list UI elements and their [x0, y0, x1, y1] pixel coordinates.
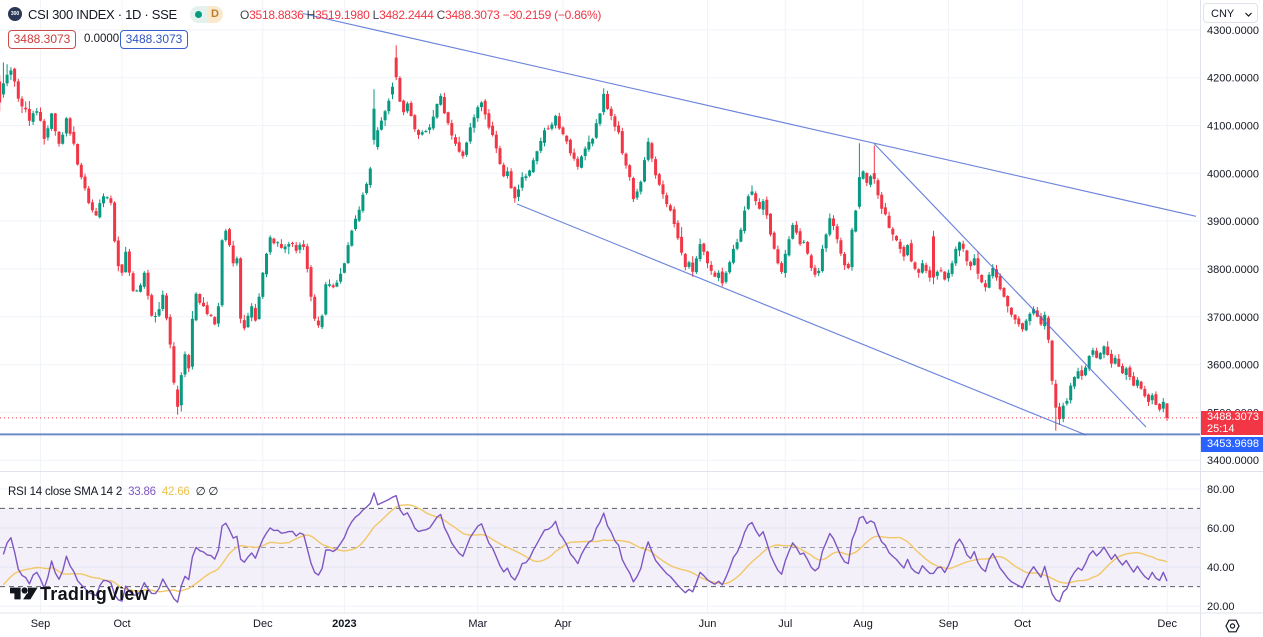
svg-text:Jun: Jun [699, 618, 717, 630]
svg-text:80.00: 80.00 [1207, 484, 1235, 496]
svg-text:Apr: Apr [554, 618, 571, 630]
svg-text:40.00: 40.00 [1207, 562, 1235, 574]
svg-text:Dec: Dec [253, 618, 273, 630]
svg-text:TradingView: TradingView [40, 587, 150, 604]
svg-text:4200.0000: 4200.0000 [1207, 73, 1259, 85]
svg-text:4300.0000: 4300.0000 [1207, 25, 1259, 37]
svg-text:4100.0000: 4100.0000 [1207, 121, 1259, 133]
svg-text:60.00: 60.00 [1207, 523, 1235, 535]
svg-text:2023: 2023 [332, 618, 356, 630]
svg-text:Oct: Oct [1014, 618, 1031, 630]
svg-text:Aug: Aug [853, 618, 873, 630]
svg-text:Sep: Sep [31, 618, 51, 630]
svg-text:3400.0000: 3400.0000 [1207, 455, 1259, 467]
svg-text:3600.0000: 3600.0000 [1207, 360, 1259, 372]
svg-text:Dec: Dec [1157, 618, 1177, 630]
svg-text:20.00: 20.00 [1207, 601, 1235, 613]
svg-text:3700.0000: 3700.0000 [1207, 312, 1259, 324]
svg-text:Mar: Mar [468, 618, 487, 630]
svg-text:Sep: Sep [939, 618, 959, 630]
svg-text:Jul: Jul [778, 618, 792, 630]
svg-text:3900.0000: 3900.0000 [1207, 216, 1259, 228]
svg-text:Oct: Oct [113, 618, 130, 630]
svg-text:4000.0000: 4000.0000 [1207, 168, 1259, 180]
svg-text:3800.0000: 3800.0000 [1207, 264, 1259, 276]
